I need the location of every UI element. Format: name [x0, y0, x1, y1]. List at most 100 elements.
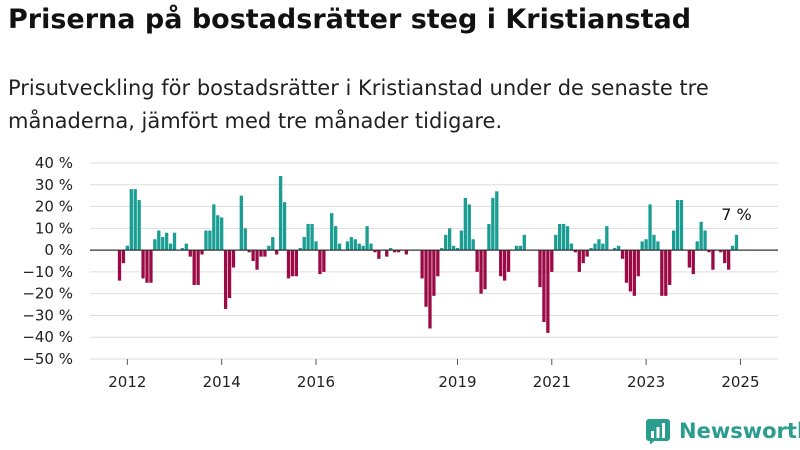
- bar: [306, 223, 310, 251]
- bar: [377, 250, 381, 259]
- bar: [624, 250, 629, 283]
- bar: [518, 245, 523, 251]
- bar: [475, 250, 479, 272]
- bar: [294, 250, 298, 277]
- bar: [573, 250, 578, 253]
- bar: [161, 237, 165, 251]
- bar: [192, 250, 196, 285]
- bar: [628, 250, 633, 292]
- newsworthy-logo: Newsworthy: [645, 418, 800, 444]
- bar: [636, 250, 640, 277]
- bar: [491, 197, 495, 251]
- bar: [675, 200, 680, 251]
- bar: [679, 200, 684, 251]
- bar: [699, 221, 703, 251]
- bar: [200, 250, 204, 255]
- newsworthy-icon: [646, 419, 670, 444]
- bar: [719, 250, 723, 253]
- bar: [239, 195, 243, 251]
- bar: [223, 250, 228, 309]
- brand-name: Newsworthy: [679, 419, 800, 443]
- bar: [369, 243, 373, 251]
- bar: [404, 250, 409, 255]
- bar: [467, 204, 471, 251]
- x-tick-label: 2016: [297, 373, 335, 391]
- bar: [687, 250, 691, 268]
- bar: [271, 237, 275, 251]
- bar: [282, 202, 287, 251]
- bar: [723, 250, 727, 264]
- bar: [121, 250, 126, 264]
- bar: [613, 247, 617, 251]
- bar: [349, 237, 354, 251]
- bar: [502, 250, 507, 281]
- bar: [389, 247, 393, 251]
- bar: [444, 234, 448, 251]
- bar: [247, 250, 251, 253]
- bar: [561, 223, 566, 251]
- bar: [593, 243, 597, 251]
- bar: [487, 223, 491, 251]
- bar: [165, 232, 169, 251]
- bar: [117, 250, 122, 281]
- bar: [656, 241, 660, 251]
- bar: [558, 223, 562, 251]
- bar: [180, 247, 185, 251]
- bar: [373, 250, 377, 253]
- bar: [208, 230, 212, 251]
- bar: [392, 250, 397, 253]
- bar: [275, 250, 279, 255]
- bar: [671, 230, 676, 251]
- bar: [145, 250, 149, 283]
- bar: [212, 204, 216, 251]
- y-tick-label: −50 %: [22, 350, 73, 368]
- y-tick-label: −20 %: [22, 285, 73, 303]
- bar: [620, 250, 625, 259]
- bar: [263, 250, 267, 257]
- x-tick-label: 2021: [533, 373, 571, 391]
- bar: [644, 239, 648, 251]
- bar: [455, 247, 460, 251]
- bar: [259, 250, 263, 257]
- bar: [707, 250, 711, 253]
- bar: [546, 250, 550, 333]
- bar-chart: 40 % 30 % 20 % 10 % 0 % −10 % −20 % −30 % −40 % −…: [22, 154, 778, 391]
- y-tick-label: 0 %: [44, 241, 73, 259]
- bar: [554, 234, 558, 251]
- x-tick-label: 2012: [108, 373, 146, 391]
- bar: [357, 243, 361, 251]
- bar: [428, 250, 432, 329]
- bar: [424, 250, 428, 307]
- bar: [479, 250, 483, 294]
- bar: [286, 250, 291, 279]
- bar: [711, 250, 715, 270]
- bar: [137, 200, 141, 251]
- bar: [172, 232, 177, 251]
- bar: [664, 250, 668, 296]
- bar: [133, 189, 137, 251]
- bar: [585, 250, 589, 257]
- bar: [227, 250, 232, 299]
- last-value-annotation: 7 %: [721, 205, 751, 224]
- bar: [440, 247, 444, 251]
- bar: [322, 250, 326, 272]
- bar: [361, 245, 365, 251]
- bar: [330, 213, 334, 251]
- bar: [149, 250, 153, 283]
- bar: [231, 250, 236, 268]
- bar: [589, 247, 593, 251]
- bar: [188, 250, 192, 257]
- bar: [310, 223, 314, 251]
- bar: [569, 243, 574, 251]
- bar: [385, 250, 389, 257]
- bar: [660, 250, 664, 296]
- bar: [251, 250, 255, 261]
- bar: [337, 243, 342, 251]
- bar: [157, 230, 161, 251]
- bar: [577, 250, 581, 272]
- bar: [668, 250, 672, 285]
- bar: [538, 250, 542, 288]
- bar: [220, 217, 224, 251]
- y-tick-label: −40 %: [22, 328, 73, 346]
- y-tick-label: 30 %: [35, 176, 73, 194]
